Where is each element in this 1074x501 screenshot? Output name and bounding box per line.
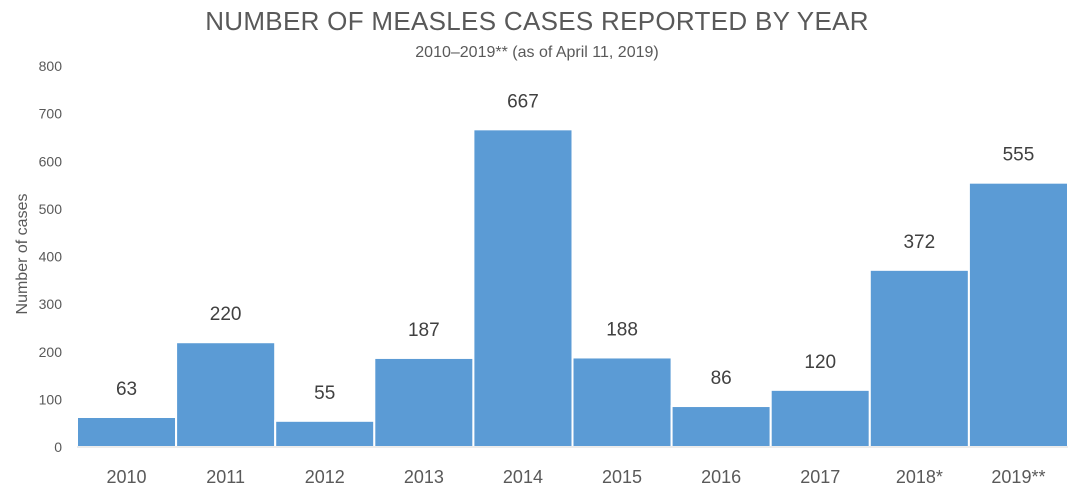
y-tick-label: 200 [39,344,63,360]
x-tick-label: 2015 [602,467,642,487]
chart-subtitle: 2010–2019** (as of April 11, 2019) [415,44,659,61]
x-tick-label: 2012 [305,467,345,487]
y-tick-label: 500 [39,201,63,217]
y-tick-label: 600 [39,153,63,169]
bar-2016 [670,405,772,449]
data-label: 555 [1003,145,1035,166]
bar-2013 [373,356,475,448]
x-tick-label: 2018* [896,467,943,487]
x-tick-label: 2010 [107,467,147,487]
bar-2012 [274,419,376,448]
bar-2019 [967,181,1070,448]
y-tick-label: 400 [39,249,63,265]
bar-2010 [76,415,178,448]
x-tick-label: 2019** [991,467,1045,487]
data-label: 187 [408,320,440,341]
data-label: 372 [903,232,935,253]
x-tick-label: 2016 [701,467,741,487]
bar-2014 [472,128,574,448]
data-label: 188 [606,319,638,340]
x-tick-label: 2011 [206,467,245,487]
bar-2017 [769,388,871,449]
bar-2015 [571,356,673,448]
x-tick-label: 2013 [404,467,444,487]
y-tick-label: 800 [39,58,63,74]
data-label: 86 [711,368,732,389]
y-tick-label: 0 [54,439,62,455]
bar-2018 [868,268,970,448]
x-tick-label: 2017 [800,467,840,487]
x-tick-label: 2014 [503,467,543,487]
data-label: 667 [507,91,539,112]
data-label: 63 [116,379,137,400]
data-label: 55 [314,383,335,404]
y-tick-label: 700 [39,106,63,122]
data-label: 120 [804,352,836,373]
bar-2011 [175,341,277,449]
y-tick-label: 300 [39,296,63,312]
data-label: 220 [210,304,242,325]
chart-title: NUMBER OF MEASLES CASES REPORTED BY YEAR [205,6,869,36]
y-tick-label: 100 [39,391,63,407]
